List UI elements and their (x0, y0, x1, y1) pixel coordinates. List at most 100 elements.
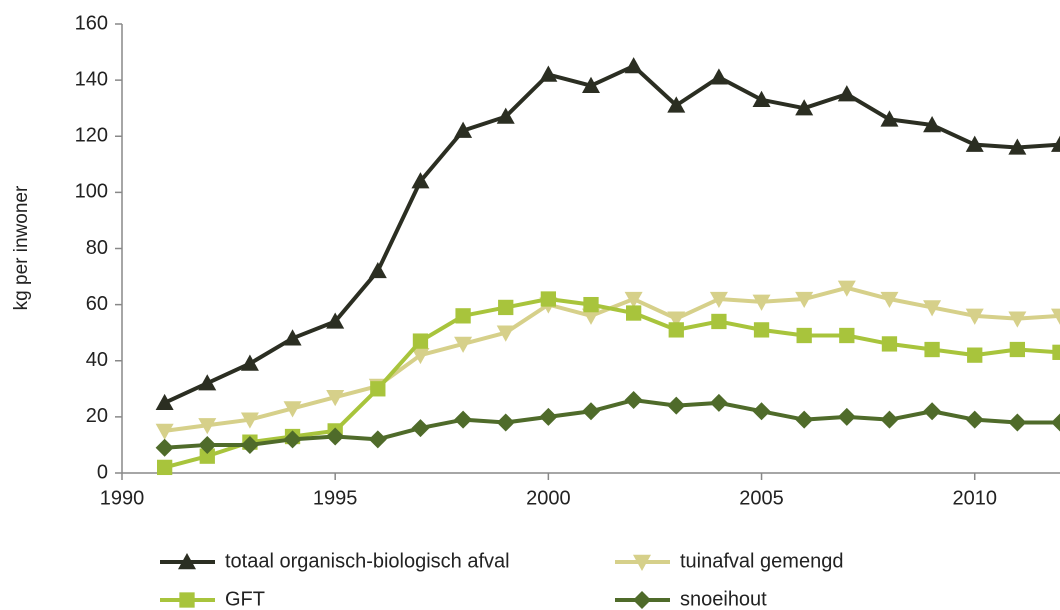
marker (368, 430, 387, 449)
marker (283, 401, 302, 418)
marker (496, 413, 515, 432)
x-tick-label: 1995 (313, 487, 358, 509)
legend-label: snoeihout (680, 588, 767, 610)
marker (326, 427, 345, 446)
marker (624, 391, 643, 410)
marker (179, 592, 195, 608)
y-tick-label: 20 (86, 405, 108, 427)
x-tick-label: 2010 (952, 487, 997, 509)
marker (454, 121, 473, 138)
marker (965, 410, 984, 429)
marker (240, 435, 259, 454)
y-tick-label: 60 (86, 293, 108, 315)
marker (370, 381, 386, 397)
marker (240, 354, 259, 371)
marker (624, 57, 643, 74)
marker (795, 99, 814, 116)
marker (880, 291, 899, 309)
marker (454, 336, 473, 353)
marker (1008, 413, 1027, 432)
marker (796, 327, 812, 344)
marker (198, 435, 217, 454)
marker (667, 311, 686, 328)
marker (711, 313, 727, 330)
marker (924, 341, 940, 358)
marker (625, 305, 642, 321)
marker (752, 402, 771, 421)
marker (496, 325, 515, 342)
marker (155, 393, 174, 411)
x-tick-label: 2000 (526, 487, 571, 509)
marker (539, 407, 558, 426)
y-tick-label: 80 (86, 237, 108, 259)
marker (752, 90, 771, 107)
marker (633, 554, 651, 571)
marker (412, 333, 429, 349)
marker (880, 410, 899, 429)
marker (411, 347, 430, 365)
marker (753, 322, 770, 338)
marker (155, 423, 174, 440)
marker (198, 418, 217, 435)
marker (752, 294, 771, 311)
marker (880, 110, 899, 127)
legend-label: totaal organisch-biologisch afval (225, 550, 510, 572)
marker (1008, 138, 1027, 155)
marker (496, 107, 515, 124)
marker (709, 68, 728, 85)
series-line (164, 297, 1060, 470)
legend-label: tuinafval gemengd (680, 550, 843, 572)
series-line (164, 398, 1060, 450)
series-line (163, 64, 1060, 405)
y-tick-label: 120 (75, 125, 108, 147)
marker (923, 116, 942, 133)
marker (540, 291, 557, 307)
marker (582, 76, 600, 93)
marker (156, 459, 173, 476)
marker (709, 291, 728, 309)
marker (624, 291, 643, 309)
marker (1009, 341, 1026, 358)
y-tick-label: 40 (86, 349, 108, 371)
marker (837, 85, 856, 102)
x-tick-label: 2005 (739, 487, 784, 509)
marker (1051, 308, 1060, 325)
marker (923, 402, 942, 421)
marker (839, 327, 855, 344)
marker (178, 553, 196, 570)
marker (709, 393, 728, 412)
marker (155, 438, 174, 457)
marker (454, 410, 473, 429)
marker (667, 396, 686, 415)
marker (240, 412, 259, 429)
y-tick-label: 100 (75, 181, 108, 203)
marker (582, 402, 600, 421)
marker (411, 172, 430, 189)
marker (965, 135, 984, 152)
y-tick-label: 0 (97, 461, 108, 483)
marker (837, 407, 856, 426)
marker (881, 336, 898, 352)
y-axis-label: kg per inwoner (11, 185, 32, 310)
marker (965, 308, 984, 325)
y-tick-label: 140 (75, 68, 108, 90)
marker (1008, 311, 1027, 328)
marker (198, 374, 217, 391)
marker (368, 261, 387, 279)
marker (539, 65, 558, 82)
marker (455, 308, 471, 324)
marker (411, 419, 430, 438)
marker (837, 280, 856, 297)
legend-label: GFT (225, 588, 265, 610)
marker (1051, 135, 1060, 152)
y-tick-label: 160 (75, 12, 108, 34)
marker (795, 291, 814, 309)
marker (283, 329, 302, 346)
marker (1051, 413, 1060, 432)
marker (668, 322, 684, 338)
marker (283, 430, 302, 449)
marker (795, 410, 814, 429)
marker (967, 347, 983, 363)
marker (199, 448, 215, 464)
